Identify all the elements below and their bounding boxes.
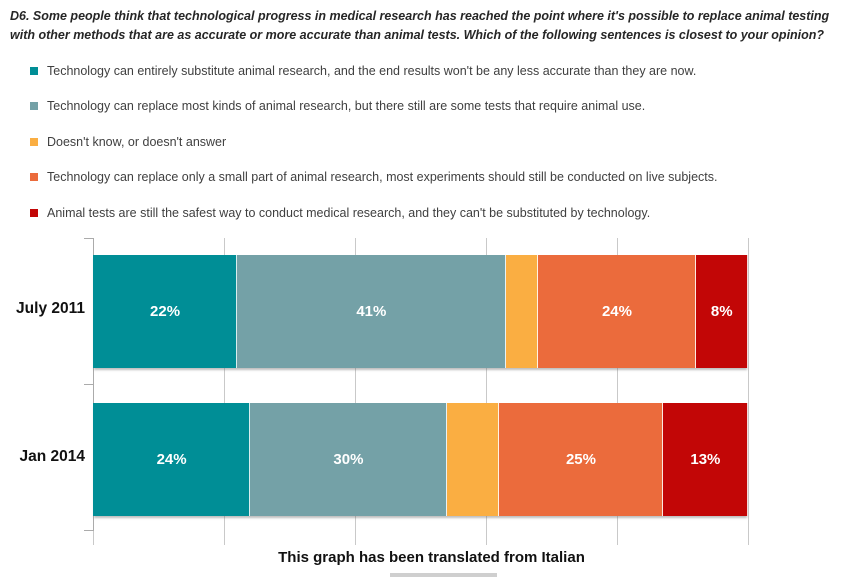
data-label: 24% xyxy=(156,451,187,468)
legend-swatch-icon xyxy=(30,102,38,111)
axis-tick-0 xyxy=(84,238,93,239)
category-label-jan-2014: Jan 2014 xyxy=(19,448,86,465)
legend-label: Technology can replace only a small part… xyxy=(47,170,718,185)
axis-tick-2 xyxy=(84,530,93,531)
bar-july-2011: 22% 41% 24% 8% xyxy=(93,255,748,368)
axis-tick-1 xyxy=(84,384,93,385)
legend-swatch-icon xyxy=(30,137,38,146)
legend-item-4: Animal tests are still the safest way to… xyxy=(30,206,717,241)
bar-jan-2014: 24% 30% 25% 13% xyxy=(93,403,748,516)
data-label: 30% xyxy=(333,451,364,468)
segment: 24% xyxy=(93,403,251,516)
legend-item-0: Technology can entirely substitute anima… xyxy=(30,64,717,99)
data-label: 25% xyxy=(565,451,596,468)
legend-swatch-icon xyxy=(30,208,38,217)
footer-translation-note: This graph has been translated from Ital… xyxy=(278,549,585,566)
legend-item-1: Technology can replace most kinds of ani… xyxy=(30,99,717,134)
data-label: 24% xyxy=(601,303,632,320)
plot-area: 22% 41% 24% 8% 24% 30% 25% 13% xyxy=(84,238,749,545)
gridline-20 xyxy=(224,238,225,545)
segment: 30% xyxy=(250,403,447,516)
legend-label: Animal tests are still the safest way to… xyxy=(47,205,651,220)
data-label: 22% xyxy=(150,303,181,320)
legend-swatch-icon xyxy=(30,173,38,182)
category-axis-line xyxy=(93,238,94,531)
legend-label: Doesn't know, or doesn't answer xyxy=(47,134,227,149)
legend-label: Technology can replace most kinds of ani… xyxy=(47,99,646,114)
gridline-100 xyxy=(748,238,749,545)
legend-item-3: Technology can replace only a small part… xyxy=(30,170,717,205)
segment: 13% xyxy=(662,403,748,516)
gridline-80 xyxy=(617,238,618,545)
segment xyxy=(446,403,500,516)
legend-swatch-icon xyxy=(30,67,38,75)
data-label: 13% xyxy=(690,451,721,468)
segment: 8% xyxy=(695,255,748,368)
category-label-july-2011: July 2011 xyxy=(16,300,85,317)
data-label: 8% xyxy=(710,303,733,320)
legend-item-2: Doesn't know, or doesn't answer xyxy=(30,135,717,170)
segment xyxy=(505,255,539,368)
segment: 24% xyxy=(538,255,696,368)
segment: 22% xyxy=(93,255,238,368)
segment: 25% xyxy=(499,403,663,516)
gridline-40 xyxy=(355,238,356,545)
cropped-bottom-element xyxy=(390,573,497,577)
gridline-60 xyxy=(486,238,487,545)
chart-question: D6. Some people think that technological… xyxy=(10,9,830,42)
segment: 41% xyxy=(237,255,506,368)
data-label: 41% xyxy=(356,303,387,320)
legend: Technology can entirely substitute anima… xyxy=(30,64,717,241)
legend-label: Technology can entirely substitute anima… xyxy=(47,64,697,78)
